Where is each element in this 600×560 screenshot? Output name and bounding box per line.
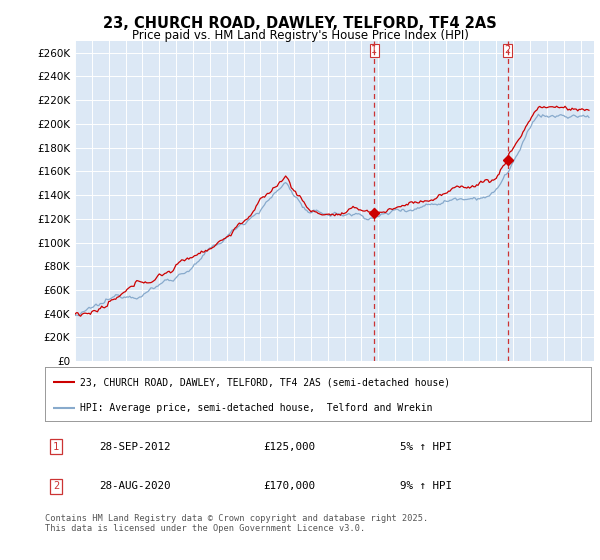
Text: 2: 2: [505, 45, 511, 55]
Text: 23, CHURCH ROAD, DAWLEY, TELFORD, TF4 2AS: 23, CHURCH ROAD, DAWLEY, TELFORD, TF4 2A…: [103, 16, 497, 31]
Text: 23, CHURCH ROAD, DAWLEY, TELFORD, TF4 2AS (semi-detached house): 23, CHURCH ROAD, DAWLEY, TELFORD, TF4 2A…: [80, 377, 451, 387]
Text: Price paid vs. HM Land Registry's House Price Index (HPI): Price paid vs. HM Land Registry's House …: [131, 29, 469, 42]
Text: 9% ↑ HPI: 9% ↑ HPI: [400, 482, 452, 491]
Text: 5% ↑ HPI: 5% ↑ HPI: [400, 442, 452, 451]
Text: Contains HM Land Registry data © Crown copyright and database right 2025.
This d: Contains HM Land Registry data © Crown c…: [45, 514, 428, 534]
Text: HPI: Average price, semi-detached house,  Telford and Wrekin: HPI: Average price, semi-detached house,…: [80, 403, 433, 413]
Text: 1: 1: [53, 442, 59, 451]
Text: 28-AUG-2020: 28-AUG-2020: [100, 482, 171, 491]
Text: 28-SEP-2012: 28-SEP-2012: [100, 442, 171, 451]
Text: £170,000: £170,000: [263, 482, 316, 491]
Text: 1: 1: [371, 45, 377, 55]
Text: £125,000: £125,000: [263, 442, 316, 451]
Bar: [374, 41, 508, 361]
Text: 2: 2: [53, 482, 59, 491]
